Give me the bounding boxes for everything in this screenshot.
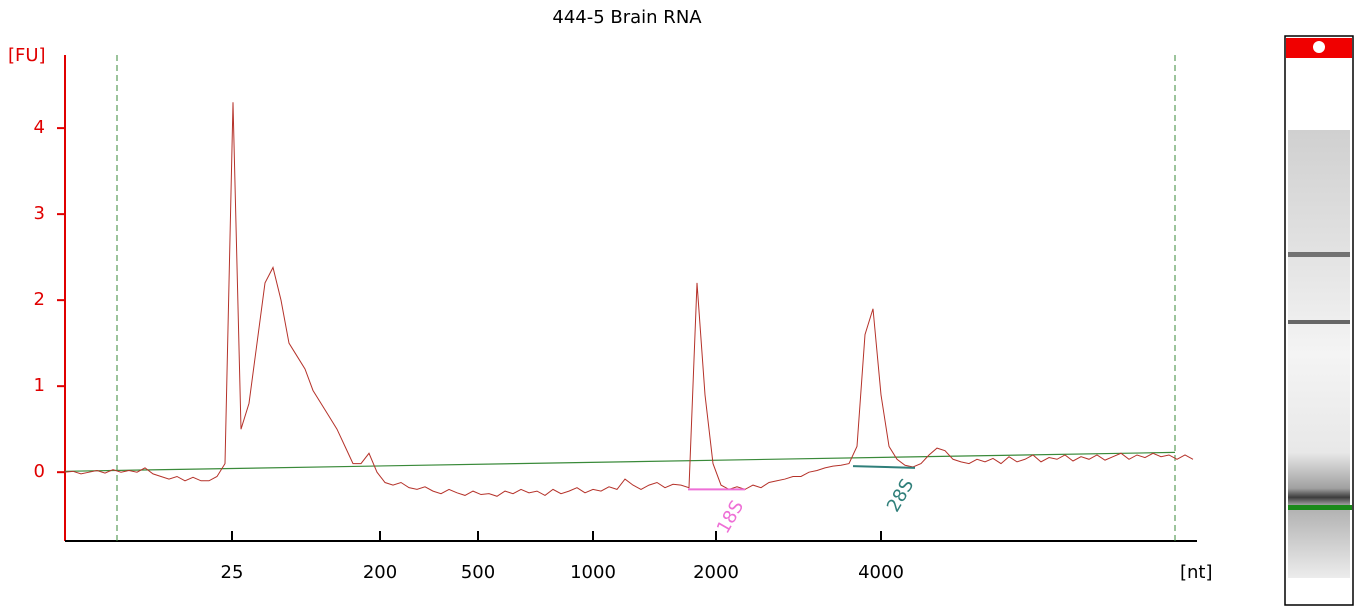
x-tick-label: 25 bbox=[221, 562, 244, 583]
peak-range bbox=[852, 465, 916, 469]
chart-title: 444-5 Brain RNA bbox=[552, 7, 702, 28]
x-axis-label: [nt] bbox=[1180, 562, 1213, 583]
peak-label: 28S bbox=[883, 476, 918, 516]
y-tick-label: 3 bbox=[34, 203, 45, 224]
gel-lane bbox=[1284, 35, 1354, 606]
baseline bbox=[64, 451, 1176, 472]
x-tick-label: 2000 bbox=[693, 562, 739, 583]
y-tick-label: 1 bbox=[34, 375, 45, 396]
peak-label: 18S bbox=[713, 497, 748, 537]
x-tick-label: 4000 bbox=[858, 562, 904, 583]
trace bbox=[64, 102, 1194, 497]
y-tick-label: 2 bbox=[34, 289, 45, 310]
x-tick-label: 1000 bbox=[570, 562, 616, 583]
y-tick-label: 4 bbox=[34, 117, 45, 138]
y-axis-label: [FU] bbox=[8, 45, 46, 66]
y-tick-label: 0 bbox=[34, 461, 45, 482]
x-tick-label: 500 bbox=[461, 562, 495, 583]
x-tick-label: 200 bbox=[363, 562, 397, 583]
